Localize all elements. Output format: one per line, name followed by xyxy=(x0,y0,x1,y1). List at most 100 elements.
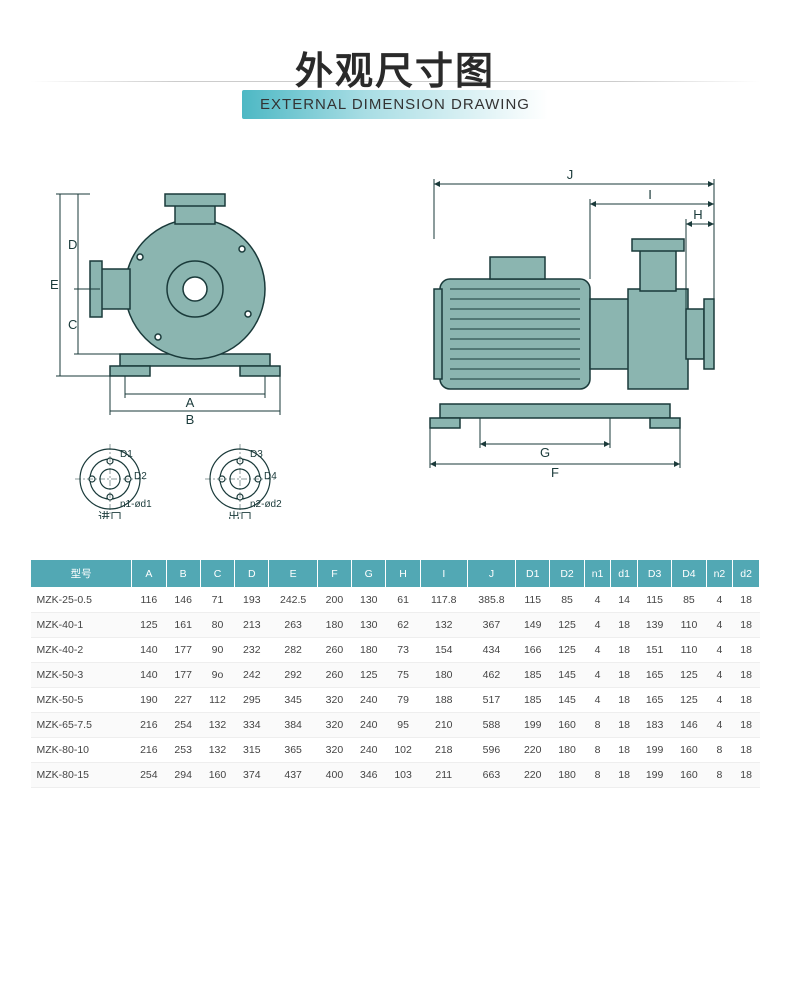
dim-J: J xyxy=(567,167,574,182)
table-cell: 254 xyxy=(166,713,200,738)
table-cell: 165 xyxy=(637,688,671,713)
table-cell: 18 xyxy=(611,763,638,788)
table-cell: 18 xyxy=(733,763,760,788)
table-cell: 320 xyxy=(317,713,351,738)
table-cell: 18 xyxy=(733,738,760,763)
table-cell: 242.5 xyxy=(269,588,317,613)
table-cell: 180 xyxy=(550,738,584,763)
title-english: EXTERNAL DIMENSION DRAWING xyxy=(242,90,548,119)
table-cell: 4 xyxy=(706,688,733,713)
table-cell: 80 xyxy=(200,613,234,638)
table-cell: 18 xyxy=(611,613,638,638)
table-cell: 18 xyxy=(733,663,760,688)
front-view: E D C A B D1 D2 n1-ød1 进口 xyxy=(30,149,350,519)
table-cell: 149 xyxy=(516,613,550,638)
table-cell: 4 xyxy=(584,613,611,638)
table-cell: 227 xyxy=(166,688,200,713)
side-view: J I H G F xyxy=(370,149,770,479)
dim-G: G xyxy=(540,445,550,460)
dim-H: H xyxy=(693,207,702,222)
table-cell: 385.8 xyxy=(467,588,515,613)
table-cell: 180 xyxy=(550,763,584,788)
table-cell: 115 xyxy=(637,588,671,613)
table-cell: 146 xyxy=(166,588,200,613)
table-cell: 218 xyxy=(420,738,467,763)
table-cell: 18 xyxy=(733,688,760,713)
table-cell: 115 xyxy=(516,588,550,613)
table-cell: 320 xyxy=(317,688,351,713)
table-cell: 282 xyxy=(269,638,317,663)
table-cell: 596 xyxy=(467,738,515,763)
table-cell: 294 xyxy=(166,763,200,788)
table-cell: 85 xyxy=(672,588,706,613)
table-cell: 4 xyxy=(706,713,733,738)
dim-I: I xyxy=(648,187,652,202)
table-cell: 125 xyxy=(550,638,584,663)
dim-D4: D4 xyxy=(264,471,277,482)
table-cell: 125 xyxy=(132,613,166,638)
table-cell: 160 xyxy=(550,713,584,738)
table-cell: 177 xyxy=(166,638,200,663)
table-cell: 116 xyxy=(132,588,166,613)
table-cell: MZK-80-10 xyxy=(31,738,132,763)
table-cell: 437 xyxy=(269,763,317,788)
table-cell: 242 xyxy=(235,663,269,688)
col-header: J xyxy=(467,560,515,588)
table-cell: 199 xyxy=(637,763,671,788)
table-cell: 18 xyxy=(733,588,760,613)
table-cell: 8 xyxy=(584,763,611,788)
table-cell: 320 xyxy=(317,738,351,763)
col-header: d1 xyxy=(611,560,638,588)
col-header: D1 xyxy=(516,560,550,588)
col-header: I xyxy=(420,560,467,588)
table-cell: 663 xyxy=(467,763,515,788)
table-cell: 346 xyxy=(352,763,386,788)
col-header: H xyxy=(386,560,420,588)
table-cell: 146 xyxy=(672,713,706,738)
table-cell: 180 xyxy=(420,663,467,688)
table-cell: 130 xyxy=(352,613,386,638)
title-chinese: 外观尺寸图 xyxy=(30,40,760,95)
table-cell: 160 xyxy=(672,763,706,788)
table-cell: 292 xyxy=(269,663,317,688)
table-cell: 588 xyxy=(467,713,515,738)
table-cell: 103 xyxy=(386,763,420,788)
table-cell: 211 xyxy=(420,763,467,788)
table-cell: 125 xyxy=(550,613,584,638)
table-cell: 145 xyxy=(550,663,584,688)
table-cell: 199 xyxy=(516,713,550,738)
title-block: 外观尺寸图 EXTERNAL DIMENSION DRAWING xyxy=(30,40,760,119)
dim-D3: D3 xyxy=(250,449,263,460)
table-cell: 132 xyxy=(200,713,234,738)
table-cell: 199 xyxy=(637,738,671,763)
label-outlet: 出口 xyxy=(228,510,252,519)
table-cell: 180 xyxy=(352,638,386,663)
col-header: n1 xyxy=(584,560,611,588)
dim-n1d1: n1-ød1 xyxy=(120,499,152,510)
dim-E: E xyxy=(50,277,59,292)
col-header: B xyxy=(166,560,200,588)
table-cell: 9o xyxy=(200,663,234,688)
dim-D2: D2 xyxy=(134,471,147,482)
col-header: C xyxy=(200,560,234,588)
table-cell: 384 xyxy=(269,713,317,738)
col-header: D2 xyxy=(550,560,584,588)
table-cell: 125 xyxy=(352,663,386,688)
table-cell: 102 xyxy=(386,738,420,763)
table-cell: 132 xyxy=(420,613,467,638)
table-cell: 18 xyxy=(611,738,638,763)
table-cell: 166 xyxy=(516,638,550,663)
table-cell: 18 xyxy=(611,663,638,688)
table-cell: 183 xyxy=(637,713,671,738)
table-cell: 160 xyxy=(672,738,706,763)
table-cell: 151 xyxy=(637,638,671,663)
table-row: MZK-50-519022711229534532024079188517185… xyxy=(31,688,760,713)
table-cell: 140 xyxy=(132,663,166,688)
table-cell: 374 xyxy=(235,763,269,788)
table-cell: 365 xyxy=(269,738,317,763)
table-cell: 263 xyxy=(269,613,317,638)
table-cell: 220 xyxy=(516,738,550,763)
table-cell: MZK-80-15 xyxy=(31,763,132,788)
table-cell: 216 xyxy=(132,713,166,738)
dim-C: C xyxy=(68,317,77,332)
